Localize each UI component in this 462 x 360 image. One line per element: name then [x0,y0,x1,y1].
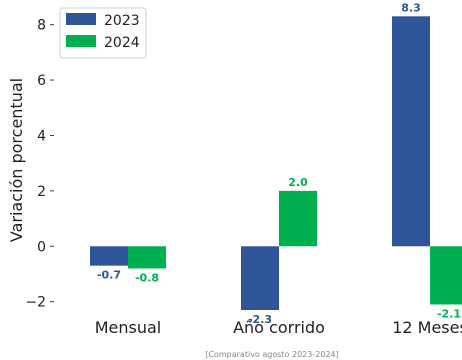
x-category-label: 12 Meses [392,318,462,337]
chart-caption: [Comparativo agosto 2023-2024] [205,350,338,359]
category-labels: Mensual Año corrido 12 Meses [95,318,462,337]
bar-2024-12-meses [430,246,462,305]
bar-2023-año-corrido [241,246,279,310]
data-label: 2.0 [288,176,308,189]
y-tick-label: 8 [37,18,46,34]
legend: 2023 2024 [59,7,147,59]
y-tick-label: 4 [37,128,46,144]
data-label: -0.8 [135,271,159,284]
legend-label: 2024 [104,35,140,51]
data-label: -0.7 [97,269,121,282]
bar-2023-mensual [90,246,128,266]
data-labels: -0.7 -2.3 8.3 -0.8 2.0 -2.1 [97,1,461,326]
y-axis-ticks: −2 0 2 4 6 8 [25,18,54,311]
data-label: -2.3 [248,313,272,326]
y-tick-label: −2 [25,295,46,311]
y-tick-label: 6 [37,73,46,89]
data-label: -2.1 [437,307,461,320]
bar-2023-12-meses [392,16,430,247]
bar-2024-mensual [128,246,166,269]
bar-2024-año-corrido [279,190,317,247]
bars [90,16,462,310]
legend-label: 2023 [104,13,140,29]
legend-swatch [66,13,96,25]
y-axis-label: Variación porcentual [7,78,26,242]
y-tick-label: 2 [37,184,46,200]
legend-swatch [66,35,96,47]
y-tick-label: 0 [37,239,46,255]
x-category-label: Mensual [95,318,162,337]
x-category-label: Año corrido [233,318,325,337]
data-label: 8.3 [401,1,421,14]
